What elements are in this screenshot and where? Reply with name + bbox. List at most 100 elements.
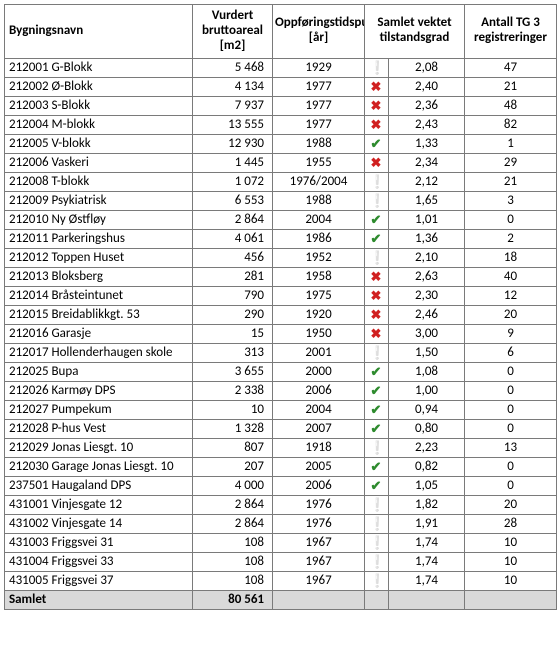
buildings-table: Bygningsnavn Vurdert bruttoareal [m2] Op… bbox=[4, 4, 557, 610]
cell-area: 7 937 bbox=[193, 96, 273, 115]
cell-year: 1929 bbox=[273, 58, 365, 77]
cell-area: 10 bbox=[193, 400, 273, 419]
table-row: 212006 Vaskeri1 4451955✖2,3429 bbox=[5, 153, 557, 172]
col-name: Bygningsnavn bbox=[5, 5, 193, 59]
cell-grade: 2,08 bbox=[389, 58, 465, 77]
cell-year: 1977 bbox=[273, 96, 365, 115]
check-icon: ✔ bbox=[369, 232, 383, 247]
cell-status-icon: ❕ bbox=[365, 438, 389, 457]
cell-area: 108 bbox=[193, 552, 273, 571]
cell-name: 212011 Parkeringshus bbox=[5, 229, 193, 248]
cell-year: 2000 bbox=[273, 362, 365, 381]
table-row: 212013 Bloksberg2811958✖2,6340 bbox=[5, 267, 557, 286]
cell-grade: 1,00 bbox=[389, 381, 465, 400]
cell-name: 212002 Ø-Blokk bbox=[5, 77, 193, 96]
cell-year: 2006 bbox=[273, 476, 365, 495]
cell-year: 2004 bbox=[273, 400, 365, 419]
cell-grade: 1,82 bbox=[389, 495, 465, 514]
table-row: 212025 Bupa3 6552000✔1,080 bbox=[5, 362, 557, 381]
cell-status-icon: ❕ bbox=[365, 514, 389, 533]
warning-icon: ❕ bbox=[369, 536, 383, 551]
cell-year: 1958 bbox=[273, 267, 365, 286]
cell-name: 212015 Breidablikkgt. 53 bbox=[5, 305, 193, 324]
warning-icon: ❕ bbox=[369, 498, 383, 513]
cell-grade: 1,01 bbox=[389, 210, 465, 229]
cell-name: 212017 Hollenderhaugen skole bbox=[5, 343, 193, 362]
cell-count: 21 bbox=[465, 77, 557, 96]
check-icon: ✔ bbox=[369, 365, 383, 380]
cell-status-icon: ❕ bbox=[365, 58, 389, 77]
cell-area: 6 553 bbox=[193, 191, 273, 210]
cross-icon: ✖ bbox=[369, 327, 383, 342]
cell-year: 1977 bbox=[273, 77, 365, 96]
cell-grade: 2,46 bbox=[389, 305, 465, 324]
cell-area: 1 328 bbox=[193, 419, 273, 438]
cell-area: 4 134 bbox=[193, 77, 273, 96]
cell-name: 212004 M-blokk bbox=[5, 115, 193, 134]
table-row: 212012 Toppen Huset4561952❕2,1018 bbox=[5, 248, 557, 267]
cell-area: 2 338 bbox=[193, 381, 273, 400]
cell-count: 0 bbox=[465, 210, 557, 229]
cross-icon: ✖ bbox=[369, 308, 383, 323]
cell-grade: 1,91 bbox=[389, 514, 465, 533]
warning-icon: ❕ bbox=[369, 517, 383, 532]
cell-name: 212026 Karmøy DPS bbox=[5, 381, 193, 400]
cell-year: 1918 bbox=[273, 438, 365, 457]
cell-grade: 1,74 bbox=[389, 533, 465, 552]
table-row: 431004 Friggsvei 331081967❕1,7410 bbox=[5, 552, 557, 571]
col-grade: Samlet vektet tilstandsgrad bbox=[365, 5, 465, 59]
warning-icon: ❕ bbox=[369, 346, 383, 361]
cell-grade: 1,36 bbox=[389, 229, 465, 248]
cell-name: 212008 T-blokk bbox=[5, 172, 193, 191]
col-count: Antall TG 3 registreringer bbox=[465, 5, 557, 59]
cell-area: 3 655 bbox=[193, 362, 273, 381]
cell-name: 212029 Jonas Liesgt. 10 bbox=[5, 438, 193, 457]
cell-count: 12 bbox=[465, 286, 557, 305]
cell-year: 1967 bbox=[273, 552, 365, 571]
cell-count: 0 bbox=[465, 381, 557, 400]
cell-count: 0 bbox=[465, 419, 557, 438]
cell-status-icon: ❕ bbox=[365, 533, 389, 552]
cell-area: 13 555 bbox=[193, 115, 273, 134]
cell-name: 212014 Bråsteintunet bbox=[5, 286, 193, 305]
cell-year: 1975 bbox=[273, 286, 365, 305]
cross-icon: ✖ bbox=[369, 118, 383, 133]
check-icon: ✔ bbox=[369, 403, 383, 418]
table-row: 212010 Ny Østfløy2 8642004✔1,010 bbox=[5, 210, 557, 229]
table-row: 212011 Parkeringshus4 0611986✔1,362 bbox=[5, 229, 557, 248]
cell-grade: 1,74 bbox=[389, 552, 465, 571]
cell-year: 1950 bbox=[273, 324, 365, 343]
cell-status-icon: ✖ bbox=[365, 96, 389, 115]
cell-area: 12 930 bbox=[193, 134, 273, 153]
table-row: 237501 Haugaland DPS4 0002006✔1,050 bbox=[5, 476, 557, 495]
cell-status-icon: ✔ bbox=[365, 457, 389, 476]
cell-name: 212030 Garage Jonas Liesgt. 10 bbox=[5, 457, 193, 476]
cell-count: 20 bbox=[465, 305, 557, 324]
cell-year: 2006 bbox=[273, 381, 365, 400]
check-icon: ✔ bbox=[369, 460, 383, 475]
cell-area: 807 bbox=[193, 438, 273, 457]
cell-status-icon: ❕ bbox=[365, 191, 389, 210]
cell-count: 10 bbox=[465, 552, 557, 571]
cell-year: 1952 bbox=[273, 248, 365, 267]
cell-grade: 2,12 bbox=[389, 172, 465, 191]
check-icon: ✔ bbox=[369, 479, 383, 494]
table-row: 431005 Friggsvei 371081967❕1,7410 bbox=[5, 571, 557, 590]
cell-name: 237501 Haugaland DPS bbox=[5, 476, 193, 495]
cell-status-icon: ✖ bbox=[365, 286, 389, 305]
table-row: 212015 Breidablikkgt. 532901920✖2,4620 bbox=[5, 305, 557, 324]
cell-year: 1955 bbox=[273, 153, 365, 172]
cell-name: 212028 P-hus Vest bbox=[5, 419, 193, 438]
warning-icon: ❕ bbox=[369, 441, 383, 456]
cell-year: 2007 bbox=[273, 419, 365, 438]
table-row: 212005 V-blokk12 9301988✔1,331 bbox=[5, 134, 557, 153]
cell-area: 108 bbox=[193, 571, 273, 590]
warning-icon: ❕ bbox=[369, 61, 383, 76]
cell-status-icon: ✖ bbox=[365, 115, 389, 134]
table-row: 212009 Psykiatrisk6 5531988❕1,653 bbox=[5, 191, 557, 210]
cell-count: 2 bbox=[465, 229, 557, 248]
cell-name: 431001 Vinjesgate 12 bbox=[5, 495, 193, 514]
cross-icon: ✖ bbox=[369, 99, 383, 114]
cell-year: 1967 bbox=[273, 571, 365, 590]
cell-name: 212003 S-Blokk bbox=[5, 96, 193, 115]
